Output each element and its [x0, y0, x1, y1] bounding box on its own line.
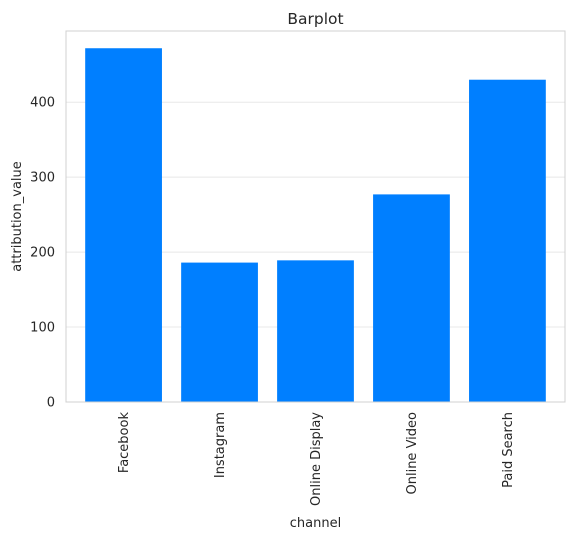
y-axis-label: attribution_value — [10, 161, 25, 272]
x-tick-label: Instagram — [213, 412, 228, 478]
bar-facebook — [85, 48, 162, 403]
bar-online-display — [277, 260, 354, 402]
x-axis-label: channel — [290, 516, 341, 531]
x-tick-label: Online Video — [405, 412, 420, 495]
plot-frame — [65, 30, 566, 403]
y-tick-label: 300 — [30, 171, 55, 186]
bar-online-video — [373, 194, 450, 402]
chart-title: Barplot — [287, 10, 343, 28]
bar-instagram — [181, 262, 258, 402]
bars — [85, 48, 546, 403]
y-tick-label: 100 — [30, 321, 55, 336]
bar-paid-search — [469, 79, 546, 403]
x-tick-label: Paid Search — [501, 412, 516, 488]
x-tick-label: Facebook — [117, 412, 132, 474]
x-tick-label: Online Display — [309, 412, 324, 506]
y-tick-label: 400 — [30, 96, 55, 111]
x-tick-labels: Facebook Instagram Online Display Online Vi… — [117, 412, 516, 506]
y-tick-label: 0 — [47, 396, 55, 411]
y-tick-labels: 0 100 200 300 400 — [30, 96, 55, 411]
y-tick-label: 200 — [30, 246, 55, 261]
